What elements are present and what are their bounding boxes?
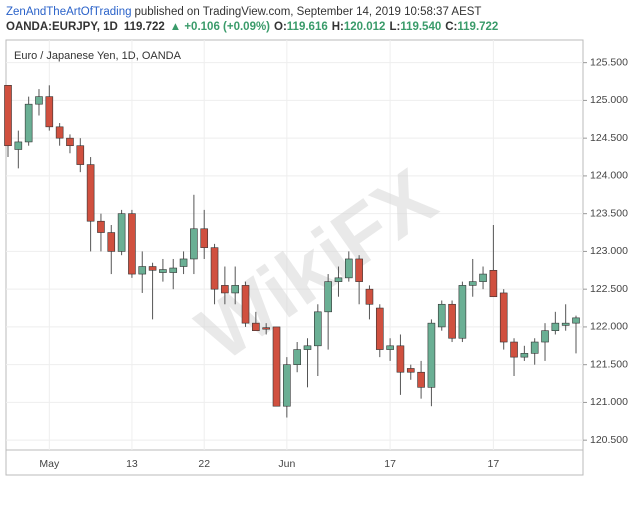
change: ▲ +0.106 (+0.09%): [170, 21, 270, 33]
o-label: O:: [274, 21, 287, 33]
y-tick-label: 125.500: [590, 56, 628, 68]
x-tick-label: 13: [126, 458, 138, 470]
c-value: 119.722: [457, 21, 498, 33]
quote-line: OANDA:EURJPY, 1D 119.722 ▲ +0.106 (+0.09%)…: [6, 21, 498, 33]
candle-body: [231, 285, 239, 294]
symbol: OANDA:EURJPY, 1D: [6, 21, 118, 33]
candle-body: [66, 137, 74, 147]
y-tick-label: 122.000: [590, 321, 628, 333]
x-tick-label: 17: [384, 458, 396, 470]
candle-body: [561, 322, 570, 326]
published-text: published on TradingView.com, September …: [135, 6, 482, 18]
candle-body: [221, 285, 229, 294]
candle-body: [344, 258, 353, 279]
candle-body: [314, 311, 322, 347]
candle-body: [541, 330, 549, 343]
candle-body: [159, 269, 167, 273]
l-value: 119.540: [400, 21, 441, 33]
y-tick-label: 125.000: [590, 94, 628, 106]
o-value: 119.616: [287, 21, 328, 33]
candle-body: [572, 317, 580, 324]
h-value: 120.012: [344, 21, 386, 33]
x-tick-label: 17: [488, 458, 500, 470]
candle-body: [148, 266, 157, 271]
last-price: 119.722: [124, 21, 165, 33]
candle-body: [200, 228, 209, 248]
candle-body: [437, 303, 446, 328]
candle-body: [97, 220, 105, 233]
candle-body: [128, 213, 136, 275]
candle-body: [293, 349, 301, 365]
y-tick-label: 122.500: [590, 283, 628, 295]
candle-body: [499, 292, 508, 343]
candle-body: [117, 213, 126, 252]
candle-body: [375, 307, 384, 350]
c-label: C:: [445, 21, 457, 33]
candle-body: [355, 258, 363, 282]
candle-body: [448, 303, 456, 339]
candle-body: [520, 353, 529, 358]
candle-body: [107, 232, 116, 252]
candle-body: [303, 345, 312, 350]
candle-body: [530, 341, 539, 354]
l-label: L:: [389, 21, 400, 33]
candle-body: [262, 327, 270, 330]
candle-body: [324, 281, 332, 313]
candle-body: [45, 96, 54, 128]
y-tick-label: 123.000: [590, 245, 628, 257]
y-tick-label: 124.500: [590, 132, 628, 144]
candle-body: [334, 277, 343, 282]
y-tick-label: 120.500: [590, 434, 628, 446]
candle-body: [479, 273, 487, 282]
y-tick-label: 121.500: [590, 358, 628, 370]
candle-body: [210, 247, 219, 290]
candle-body: [427, 322, 436, 388]
author-link[interactable]: ZenAndTheArtOfTrading: [6, 6, 132, 18]
candle-body: [283, 364, 291, 407]
candle-body: [24, 103, 33, 143]
candle-body: [272, 326, 281, 407]
candle-body: [396, 345, 405, 373]
candle-body: [14, 141, 23, 150]
candle-body: [386, 345, 394, 350]
header-line: ZenAndTheArtOfTrading published on Tradin…: [6, 6, 481, 18]
candle-body: [190, 228, 198, 260]
candle-body: [252, 322, 260, 331]
chart-frame: [5, 39, 584, 476]
candle-body: [241, 285, 250, 324]
chart-title: Euro / Japanese Yen, 1D, OANDA: [14, 50, 182, 62]
candle-body: [551, 322, 560, 331]
candle-body: [489, 269, 498, 298]
x-tick-label: May: [39, 458, 60, 470]
y-tick-label: 121.000: [590, 396, 628, 408]
candle-body: [35, 96, 43, 105]
h-label: H:: [332, 21, 344, 33]
candle-body: [138, 266, 147, 275]
candle-body: [417, 371, 425, 388]
candle-body: [169, 267, 178, 273]
candle-body: [179, 258, 188, 267]
candle-body: [458, 285, 467, 339]
y-tick-label: 124.000: [590, 170, 628, 182]
candle-body: [468, 281, 477, 286]
candle-body: [76, 145, 85, 165]
x-tick-label: Jun: [278, 458, 295, 470]
candle-body: [4, 85, 12, 147]
y-tick-label: 123.500: [590, 207, 628, 219]
x-tick-label: 22: [198, 458, 210, 470]
candle-body: [86, 164, 95, 222]
candle-body: [365, 288, 374, 305]
candle-body: [55, 126, 64, 139]
candle-body: [406, 368, 415, 373]
candle-body: [510, 341, 518, 358]
